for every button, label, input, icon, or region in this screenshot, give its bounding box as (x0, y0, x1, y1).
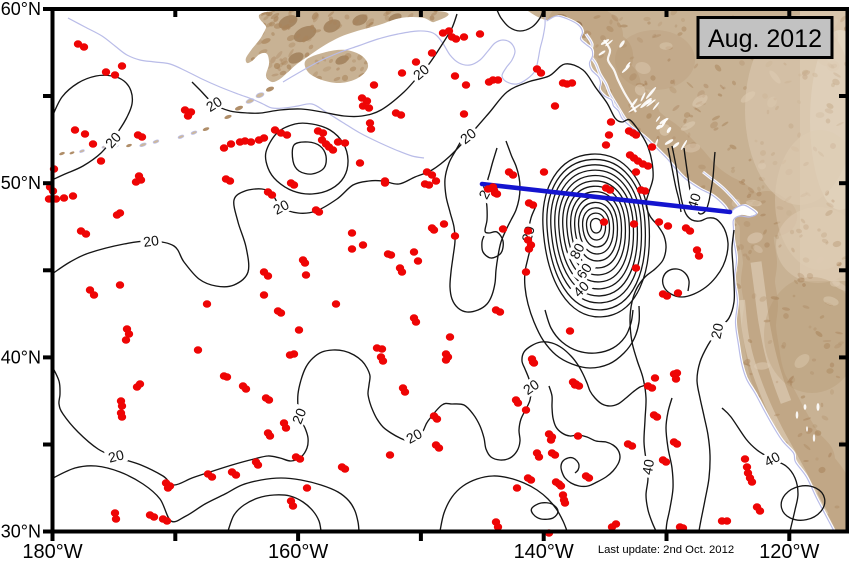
svg-text:20: 20 (708, 322, 727, 341)
svg-text:20: 20 (142, 232, 160, 250)
svg-text:20: 20 (270, 196, 291, 218)
svg-text:50°N: 50°N (1, 173, 41, 193)
svg-text:80: 80 (566, 240, 588, 261)
svg-text:Last update: 2nd Oct. 2012: Last update: 2nd Oct. 2012 (598, 544, 734, 556)
svg-text:120°W: 120°W (759, 541, 819, 563)
svg-text:20: 20 (289, 406, 310, 427)
svg-text:40: 40 (639, 458, 657, 476)
svg-text:160°W: 160°W (268, 541, 328, 563)
svg-text:40°N: 40°N (1, 347, 41, 367)
svg-text:180°W: 180°W (22, 541, 82, 563)
svg-text:20: 20 (203, 93, 225, 115)
svg-text:40: 40 (761, 448, 782, 470)
svg-text:20: 20 (403, 425, 424, 447)
svg-text:140°W: 140°W (514, 541, 574, 563)
svg-text:60°N: 60°N (1, 0, 41, 19)
svg-text:Aug. 2012: Aug. 2012 (708, 25, 822, 53)
svg-text:30°N: 30°N (1, 522, 41, 542)
svg-text:20: 20 (107, 446, 126, 465)
